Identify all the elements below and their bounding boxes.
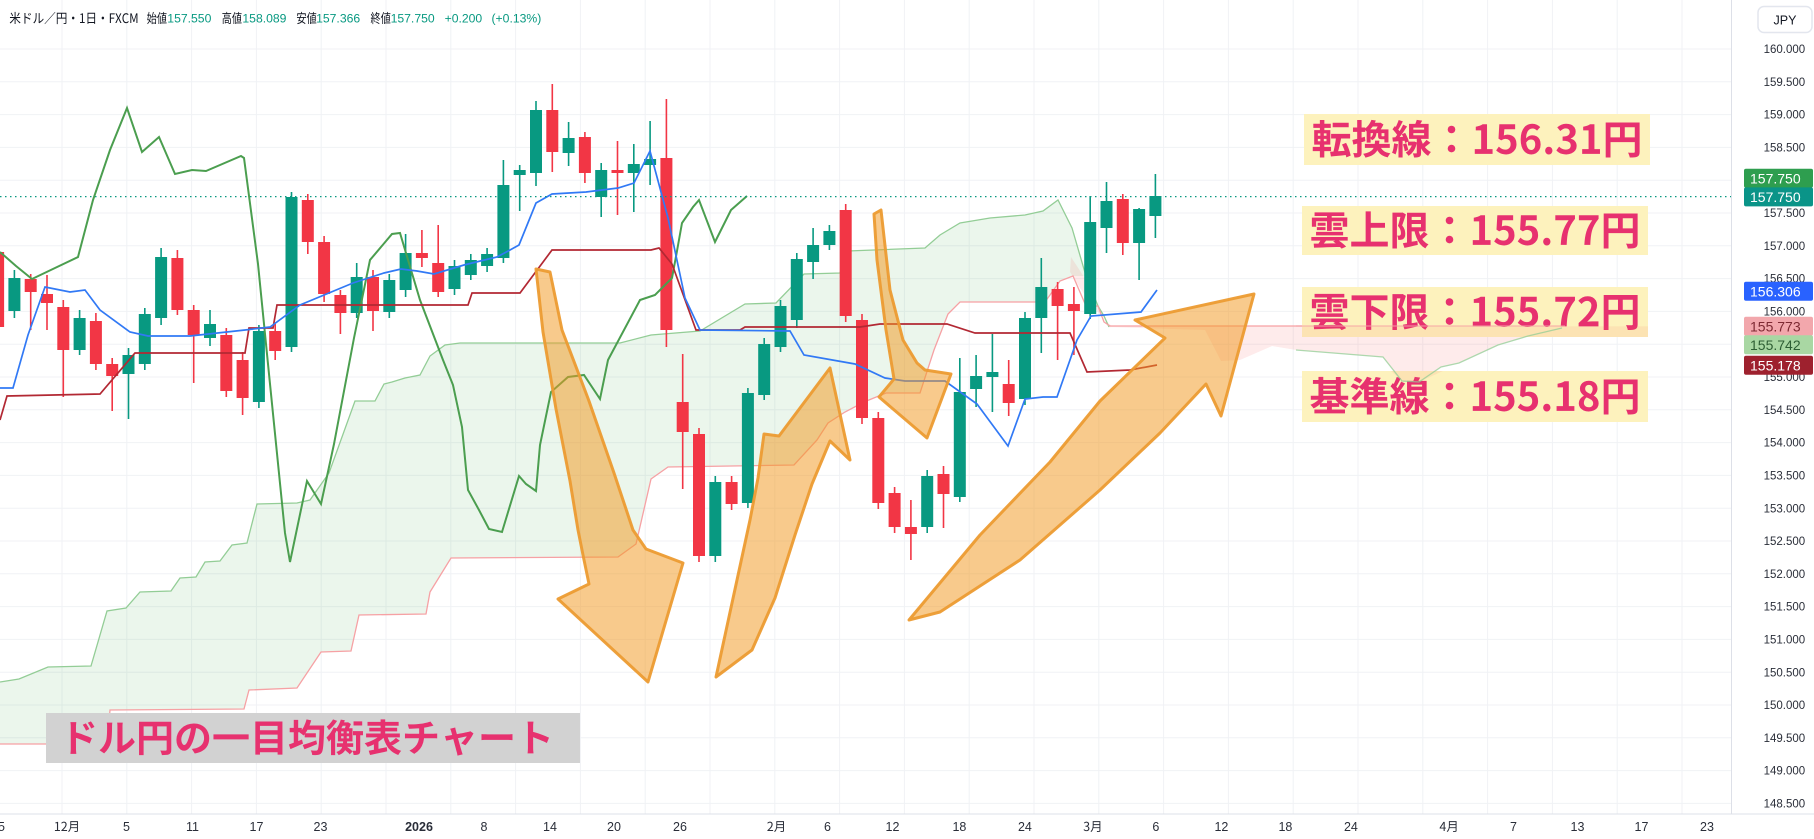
- svg-text:(+0.13%): (+0.13%): [492, 12, 542, 26]
- svg-text:18: 18: [952, 820, 966, 834]
- svg-text:156.306: 156.306: [1750, 283, 1801, 299]
- svg-text:160.000: 160.000: [1764, 44, 1806, 56]
- svg-text:157.750: 157.750: [391, 12, 435, 26]
- svg-text:5: 5: [0, 820, 5, 834]
- svg-text:5: 5: [123, 820, 130, 834]
- svg-text:13: 13: [1571, 820, 1585, 834]
- svg-text:JPY: JPY: [1774, 14, 1798, 28]
- svg-text:8: 8: [481, 820, 488, 834]
- svg-text:154.000: 154.000: [1764, 438, 1806, 450]
- svg-text:6: 6: [824, 820, 831, 834]
- svg-text:155.773: 155.773: [1750, 318, 1801, 334]
- svg-text:18: 18: [1278, 820, 1292, 834]
- svg-text:157.500: 157.500: [1764, 208, 1806, 220]
- svg-text:23: 23: [1700, 820, 1714, 834]
- svg-text:17: 17: [1635, 820, 1649, 834]
- svg-text:12: 12: [1214, 820, 1228, 834]
- svg-text:151.500: 151.500: [1764, 602, 1806, 614]
- svg-text:150.000: 150.000: [1764, 700, 1806, 712]
- svg-text:12: 12: [886, 820, 900, 834]
- svg-text:159.500: 159.500: [1764, 77, 1806, 89]
- svg-text:6: 6: [1152, 820, 1159, 834]
- svg-text:152.500: 152.500: [1764, 536, 1806, 548]
- svg-text:156.000: 156.000: [1764, 307, 1806, 319]
- svg-text:150.500: 150.500: [1764, 667, 1806, 679]
- svg-text:149.000: 149.000: [1764, 766, 1806, 778]
- svg-text:157.366: 157.366: [316, 12, 360, 26]
- svg-text:26: 26: [673, 820, 687, 834]
- svg-text:157.000: 157.000: [1764, 241, 1806, 253]
- svg-text:148.500: 148.500: [1764, 799, 1806, 811]
- svg-text:155.000: 155.000: [1764, 372, 1806, 384]
- svg-text:158.089: 158.089: [242, 12, 286, 26]
- svg-text:24: 24: [1018, 820, 1032, 834]
- svg-text:152.000: 152.000: [1764, 569, 1806, 581]
- svg-text:157.550: 157.550: [167, 12, 211, 26]
- svg-text:7: 7: [1510, 820, 1517, 834]
- svg-text:155.742: 155.742: [1750, 337, 1801, 353]
- svg-text:151.000: 151.000: [1764, 635, 1806, 647]
- svg-text:24: 24: [1344, 820, 1358, 834]
- svg-text:11: 11: [186, 820, 199, 834]
- svg-text:154.500: 154.500: [1764, 405, 1806, 417]
- svg-text:149.500: 149.500: [1764, 733, 1806, 745]
- svg-text:153.500: 153.500: [1764, 471, 1806, 483]
- svg-text:155.178: 155.178: [1750, 357, 1801, 373]
- svg-text:159.000: 159.000: [1764, 110, 1806, 122]
- svg-text:2026: 2026: [405, 820, 433, 834]
- svg-text:158.500: 158.500: [1764, 143, 1806, 155]
- svg-text:157.750: 157.750: [1750, 189, 1801, 205]
- svg-text:+0.200: +0.200: [445, 12, 483, 26]
- svg-text:157.750: 157.750: [1750, 170, 1801, 186]
- svg-text:23: 23: [314, 820, 328, 834]
- svg-text:20: 20: [607, 820, 621, 834]
- svg-text:17: 17: [250, 820, 264, 834]
- svg-text:153.000: 153.000: [1764, 503, 1806, 515]
- svg-text:14: 14: [543, 820, 557, 834]
